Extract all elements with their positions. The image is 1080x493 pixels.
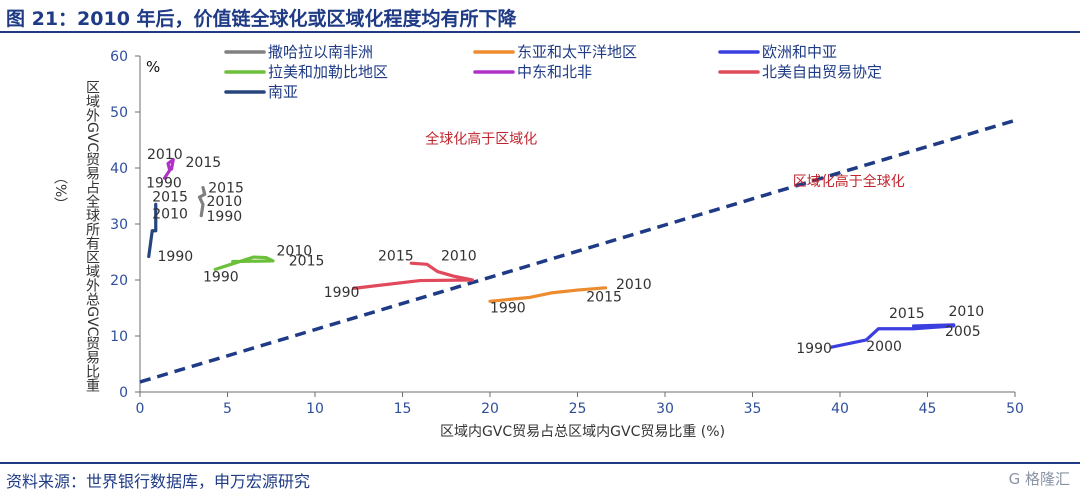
legend-label-3: 拉美和加勒比地区 [268,63,388,81]
reference-line [139,118,1016,384]
legend-label-4: 中东和北非 [517,63,592,81]
point-label: 2000 [866,339,902,355]
x-tick-label: 25 [569,401,587,417]
point-label: 1990 [796,341,832,357]
y-tick-label: 60 [110,49,128,65]
legend-label-5: 北美自由贸易协定 [762,63,882,81]
legend-label-1: 东亚和太平洋地区 [517,43,637,61]
y-tick-label: 0 [119,385,128,401]
point-label: 2010 [949,304,985,320]
legend-label-0: 撒哈拉以南非洲 [268,43,373,61]
x-tick-label: 10 [306,401,324,417]
y-tick-label: 10 [110,329,128,345]
x-tick-label: 0 [136,401,145,417]
x-tick-label: 20 [481,401,499,417]
annotation-regional: 区域化高于全球化 [793,173,905,190]
source-note: 资料来源：世界银行数据库，申万宏源研究 [6,472,311,491]
series-line-1 [488,286,608,303]
legend-label-6: 南亚 [268,83,298,101]
point-label: 2015 [889,306,925,322]
point-label: 2010 [277,243,313,259]
point-label: 1990 [146,176,182,192]
point-label: 2015 [289,253,325,269]
annotation-global: 全球化高于区域化 [425,130,537,147]
x-tick-label: 40 [831,401,849,417]
series-line-5 [351,261,475,290]
point-label: 2015 [586,289,622,305]
point-label: 1990 [207,209,243,225]
legend-label-2: 欧洲和中亚 [762,43,837,61]
point-label: 2015 [378,248,414,264]
y-tick-label: 30 [110,217,128,233]
x-tick-label: 15 [394,401,412,417]
point-label: 1990 [203,270,239,286]
series-line-4 [162,158,175,180]
point-label: 2005 [945,324,981,340]
page-title: 图 21：2010 年后，价值链全球化或区域化程度均有所下降 [6,8,517,30]
point-label: 1990 [158,249,194,265]
series-line-3 [213,255,275,271]
x-axis-title: 区域内GVC贸易占总区域内GVC贸易比重 (%) [440,424,725,440]
y-tick-label: 40 [110,161,128,177]
x-tick-label: 35 [744,401,762,417]
point-label: 2010 [152,206,188,222]
point-label: 2010 [207,194,243,210]
x-tick-label: 5 [223,401,232,417]
series-line-0 [197,186,207,218]
footer-divider [0,462,1080,464]
y-axis-title: 区域外GVC贸易占全球所有区域外总GVC贸易比重 [84,80,100,392]
point-label: 2015 [152,190,188,206]
point-label: 2010 [147,147,183,163]
point-label: 2010 [616,277,652,293]
y-tick-label: 50 [110,105,128,121]
point-label: 2015 [186,155,222,171]
x-tick-label: 50 [1006,401,1024,417]
series-line-6 [147,202,158,259]
point-label: 1990 [324,285,360,301]
title-divider [0,31,1080,33]
point-label: 1990 [490,300,526,316]
series-line-2 [829,323,956,349]
unit-label: % [146,58,160,76]
x-tick-label: 30 [656,401,674,417]
y-axis-title-cont: （%） [52,170,68,211]
point-label: 2010 [441,248,477,264]
watermark-logo: G 格隆汇 [1008,470,1070,488]
x-tick-label: 45 [919,401,937,417]
chart: 0 10 20 30 40 50 60 0 5 10 15 20 25 30 35 40 45 50% 区域内GVC… [52,43,1024,440]
y-tick-label: 20 [110,273,128,289]
point-label: 2015 [208,181,244,197]
